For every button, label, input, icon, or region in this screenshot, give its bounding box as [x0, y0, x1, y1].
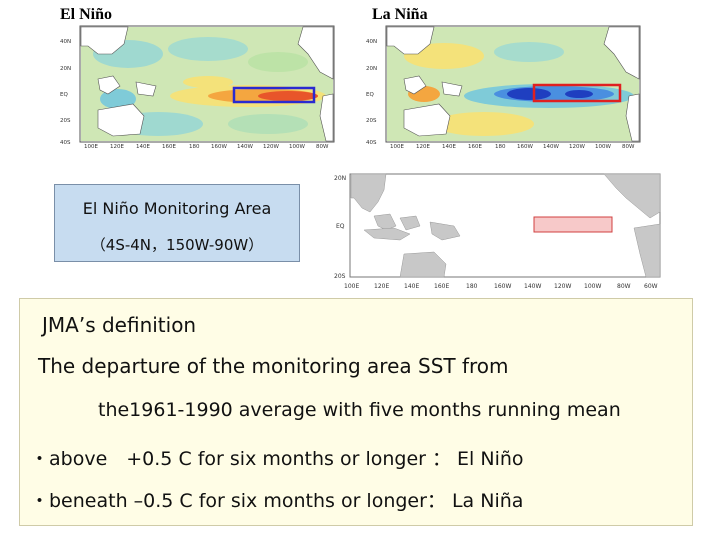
- map-lon-label: 80W: [316, 144, 329, 150]
- map-lon-label: 100W: [595, 144, 611, 150]
- map-lon-label: 120W: [263, 144, 279, 150]
- monitoring-area-outline: [532, 83, 622, 103]
- region-lon-label: 140E: [404, 283, 419, 290]
- map-lon-label: 100W: [289, 144, 305, 150]
- region-lon-label: 120E: [374, 283, 389, 290]
- region-lat-label: EQ: [336, 223, 345, 230]
- map-lon-label: 160E: [162, 144, 176, 150]
- map-lat-label: EQ: [60, 92, 68, 98]
- map-lon-label: 160W: [517, 144, 533, 150]
- map-lon-label: 180: [189, 144, 200, 150]
- region-lon-label: 160E: [434, 283, 449, 290]
- landmass: [80, 26, 334, 142]
- landmass: [386, 26, 640, 142]
- map-lon-label: 160W: [211, 144, 227, 150]
- map-lat-label: 20S: [60, 118, 71, 124]
- map-lon-label: 140W: [543, 144, 559, 150]
- map-lon-label: 120E: [416, 144, 430, 150]
- el-nino-title: El Niño: [60, 6, 113, 23]
- landmass: [350, 173, 661, 278]
- el-nino-sst-map: 40N 20N EQ 20S 40S 100E 120E 140E 160E 1…: [58, 24, 340, 150]
- map-lon-label: 100E: [390, 144, 404, 150]
- region-lon-label: 80W: [617, 283, 631, 290]
- map-lon-label: 140W: [237, 144, 253, 150]
- map-lon-label: 80W: [622, 144, 635, 150]
- map-lon-label: 140E: [442, 144, 456, 150]
- la-nina-title: La Niña: [372, 6, 428, 23]
- definition-heading: JMA’s definition: [42, 313, 197, 337]
- region-lon-label: 120W: [554, 283, 571, 290]
- map-lat-label: 20N: [366, 66, 377, 72]
- monitoring-area-box: El Niño Monitoring Area （4S-4N，150W-90W）: [54, 184, 300, 262]
- map-lat-label: 40N: [366, 39, 377, 45]
- monitoring-area-rect: [533, 216, 613, 233]
- monitoring-area-outline: [232, 86, 316, 104]
- map-lon-label: 120E: [110, 144, 124, 150]
- region-lon-label: 140W: [524, 283, 541, 290]
- map-lat-label: EQ: [366, 92, 374, 98]
- region-lat-label: 20S: [334, 273, 346, 280]
- monitoring-area-range: （4S-4N，150W-90W）: [90, 236, 264, 254]
- map-lon-label: 140E: [136, 144, 150, 150]
- map-lon-label: 180: [495, 144, 506, 150]
- region-lon-label: 160W: [494, 283, 511, 290]
- map-lon-label: 160E: [468, 144, 482, 150]
- la-nina-sst-map: 40N 20N EQ 20S 40S 100E 120E 140E 160E 1…: [364, 24, 646, 150]
- map-lat-label: 20N: [60, 66, 71, 72]
- map-lon-label: 120W: [569, 144, 585, 150]
- map-lat-label: 20S: [366, 118, 377, 124]
- region-lon-label: 100W: [584, 283, 601, 290]
- definition-line-1: The departure of the monitoring area SST…: [38, 354, 509, 378]
- region-locator-map: 20N EQ 20S 100E 120E 140E 160E 180 160W …: [334, 168, 670, 292]
- region-lon-label: 180: [466, 283, 478, 290]
- region-lon-label: 100E: [344, 283, 359, 290]
- definition-bullet-el-nino: ・above +0.5 C for six months or longer ：…: [30, 448, 524, 470]
- definition-box: JMA’s definition The departure of the mo…: [19, 298, 693, 526]
- map-lat-label: 40S: [366, 140, 377, 146]
- definition-line-2: the1961-1990 average with five months ru…: [98, 399, 621, 421]
- region-lon-label: 60W: [644, 283, 658, 290]
- monitoring-area-title: El Niño Monitoring Area: [82, 199, 272, 218]
- map-lon-label: 100E: [84, 144, 98, 150]
- map-lat-label: 40N: [60, 39, 71, 45]
- definition-bullet-la-nina: ・beneath –0.5 C for six months or longer…: [30, 490, 524, 512]
- map-lat-label: 40S: [60, 140, 71, 146]
- region-lat-label: 20N: [334, 175, 346, 182]
